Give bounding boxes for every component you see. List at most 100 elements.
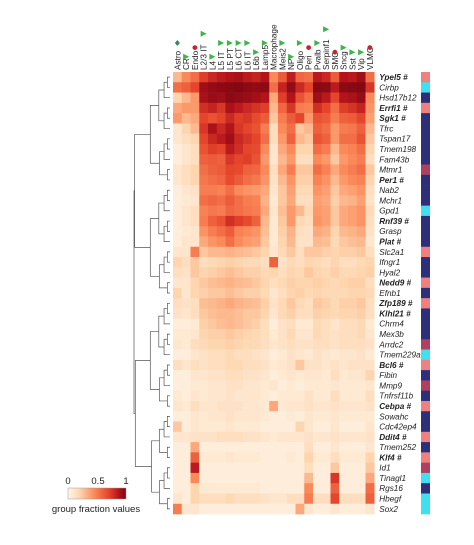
heatmap-cell <box>181 472 191 484</box>
heatmap-cell <box>304 452 314 463</box>
heatmap-cell <box>321 349 331 361</box>
heatmap-cell <box>208 164 218 176</box>
heatmap-cell <box>313 123 323 134</box>
heatmap-cell <box>330 143 340 155</box>
heatmap-cell <box>199 442 209 453</box>
row-group-cell <box>421 236 430 248</box>
heatmap-cell <box>278 442 288 453</box>
row-group-cell <box>421 246 430 258</box>
heatmap-cell <box>278 185 288 196</box>
heatmap-cell <box>216 370 226 381</box>
heatmap-cell <box>313 133 323 145</box>
heatmap-cell <box>339 133 349 145</box>
heatmap-cell <box>365 215 375 227</box>
heatmap-cell <box>234 339 244 350</box>
heatmap-cell <box>295 267 305 278</box>
heatmap-cell <box>181 123 191 134</box>
heatmap-cell <box>278 390 288 402</box>
heatmap-cell <box>216 411 226 422</box>
heatmap-cell <box>269 400 279 412</box>
heatmap-cell <box>190 359 200 371</box>
heatmap-cell <box>365 503 375 515</box>
heatmap-cell <box>243 329 253 340</box>
heatmap-cell <box>173 452 183 463</box>
heatmap-cell <box>243 349 253 361</box>
heatmap-cell <box>216 308 226 320</box>
heatmap-cell <box>190 370 200 381</box>
heatmap-cell <box>199 143 209 155</box>
heatmap-cell <box>181 493 191 505</box>
heatmap-cell <box>356 133 366 145</box>
dendrogram-branch <box>159 264 168 289</box>
heatmap-cell <box>225 472 235 484</box>
heatmap-cell <box>295 411 305 422</box>
heatmap-cell <box>208 318 218 330</box>
column-marker-dot <box>367 45 373 50</box>
row-label: Bcl6 # <box>379 361 404 370</box>
heatmap-cell <box>234 123 244 134</box>
heatmap-cell <box>278 164 288 176</box>
heatmap-cell <box>365 277 375 289</box>
heatmap-cell <box>348 380 358 391</box>
heatmap-cell <box>216 472 226 484</box>
heatmap-cell <box>216 215 226 227</box>
heatmap-cell <box>321 246 331 258</box>
heatmap-cell <box>234 195 244 206</box>
dendrogram-branch <box>167 446 170 458</box>
row-group-cell <box>421 226 430 237</box>
heatmap-cell <box>339 452 349 463</box>
heatmap-cell <box>208 400 218 412</box>
heatmap-cell <box>286 359 296 371</box>
heatmap-cell <box>173 123 183 134</box>
heatmap-cell <box>356 400 366 412</box>
legend-title: group fraction values <box>52 504 140 515</box>
heatmap-cell <box>173 72 183 83</box>
heatmap-cell <box>251 472 261 484</box>
heatmap-cell <box>269 421 279 433</box>
row-label: Mtmr1 <box>379 166 402 175</box>
heatmap-cell <box>295 113 305 124</box>
dendrogram-branch <box>134 360 152 467</box>
heatmap-cell <box>330 298 340 309</box>
heatmap-cell <box>365 185 375 196</box>
heatmap-cell <box>190 195 200 206</box>
dendrogram-branch <box>159 377 168 402</box>
heatmap-cell <box>199 298 209 309</box>
heatmap-cell <box>286 400 296 412</box>
heatmap-cell <box>286 329 296 340</box>
heatmap-cell <box>286 380 296 391</box>
heatmap-cell <box>260 113 270 124</box>
column-label: Peri <box>305 55 314 70</box>
heatmap-cell <box>225 226 235 237</box>
heatmap-cell <box>251 164 261 176</box>
heatmap-cell <box>330 349 340 361</box>
heatmap-cell <box>208 442 218 453</box>
heatmap-cell <box>243 442 253 453</box>
heatmap-cell <box>339 185 349 196</box>
heatmap-cell <box>181 215 191 227</box>
dendrogram-branch <box>158 315 165 348</box>
heatmap-cell <box>295 287 305 299</box>
heatmap-cell <box>190 339 200 350</box>
column-label: L5 IT <box>217 51 226 70</box>
heatmap-cell <box>313 308 323 320</box>
heatmap-cell <box>339 380 349 391</box>
row-group-cell <box>421 400 430 412</box>
heatmap-cell <box>190 92 200 104</box>
heatmap-cell <box>339 339 349 350</box>
heatmap-cell <box>295 400 305 412</box>
heatmap-cell <box>365 380 375 391</box>
heatmap-cell <box>208 195 218 206</box>
row-group-cell <box>421 483 430 494</box>
heatmap-cell <box>260 472 270 484</box>
heatmap-cell <box>216 287 226 299</box>
heatmap-cell <box>199 164 209 176</box>
heatmap-cell <box>216 298 226 309</box>
heatmap-cell <box>260 483 270 494</box>
heatmap-cell <box>173 472 183 484</box>
heatmap-cell <box>304 318 314 330</box>
heatmap-cell <box>251 452 261 463</box>
legend-tick-1: 1 <box>123 476 128 487</box>
heatmap-cell <box>260 370 270 381</box>
